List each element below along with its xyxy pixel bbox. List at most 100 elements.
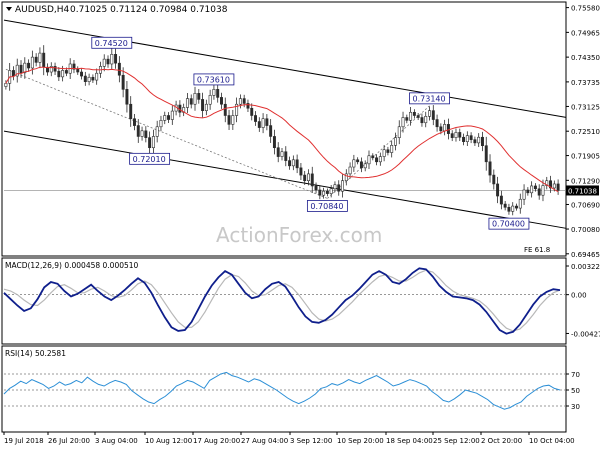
time-tick-label: 3 Sep 12:00 [290,437,332,445]
ma-line [5,66,559,193]
candle-body [515,205,518,209]
candle-body [276,147,280,157]
price-tick-label: 0.71905 [571,153,600,161]
candle-body [280,151,284,157]
rsi-line [3,371,561,410]
dotted-retrace-line [327,105,430,199]
candle-body [140,130,144,137]
candle-body [61,70,65,78]
rsi-lines [3,371,566,410]
candle-body [477,136,481,144]
candle-body [431,110,435,120]
candle-body [246,103,250,109]
candle-body [325,190,329,194]
collapse-triangle-icon[interactable] [6,7,12,11]
candle-body [511,205,515,212]
candle-body [390,144,394,153]
candle-body [549,180,553,189]
time-axis: 19 Jul 2018 26 Jul 20:00 3 Aug 04:00 10 Aug… [3,432,575,445]
candle-body [337,184,341,192]
candle-body [507,206,511,212]
candle-body [27,62,31,69]
price-axis: 0.75580 0.74965 0.74350 0.73735 0.73125 0.725… [4,5,600,259]
candle-body [556,183,560,191]
time-tick-label: 10 Aug 12:00 [145,437,192,445]
candle-body [473,139,477,144]
price-tick-label: 0.72510 [571,128,600,136]
rsi-tick-label: 50 [571,387,580,395]
candle-body [378,156,382,163]
candle-body [344,173,348,182]
candle-body [227,115,231,125]
pivot-label-box [91,36,133,49]
candle-body [424,116,428,124]
candle-body [42,52,46,68]
candle-body [299,167,303,176]
time-tick-label: 27 Aug 04:00 [241,437,288,445]
candle-body [80,71,84,77]
candle-body [23,62,27,74]
candle-body [185,98,189,108]
candle-body [393,137,397,146]
rsi-panel-frame [1,345,567,433]
moving-average [5,66,559,193]
candle-body [170,110,174,120]
candle-body [53,66,57,72]
macd-tick-label: 0.00 [571,292,587,300]
candle-body [416,115,420,118]
macd-lines [3,267,566,335]
candle-body [412,111,416,116]
candle-body [288,160,292,167]
candle-body [272,136,276,149]
candle-body [57,70,61,78]
candle-body [295,159,299,169]
candle-body [204,103,208,111]
candle-body [87,76,91,82]
candle-body [155,126,159,137]
candle-body [136,125,140,137]
candle-body [231,115,235,125]
macd-line [3,267,561,335]
rsi-axis: 70 50 30 [566,371,580,411]
candle-body [144,130,148,138]
candle-body [533,185,537,190]
candle-body [110,54,114,65]
rsi-tick-label: 70 [571,371,580,379]
current-price-label: 0.71038 [568,187,597,195]
time-tick-label: 25 Sep 12:00 [433,437,480,445]
candle-body [261,118,265,128]
candle-body [526,189,530,194]
watermark: ActionForex.com [216,223,382,247]
candle-body [552,183,556,189]
current-price-tag [566,185,599,196]
candle-body [439,126,443,132]
rsi-tick-label: 30 [571,403,580,411]
price-tick-label: 0.70080 [571,226,600,234]
candle-body [322,190,326,196]
candle-body [545,180,549,186]
pivot-label: 0.72010 [133,155,166,164]
candle-body [148,137,152,149]
candle-body [201,99,205,111]
candle-body [363,163,367,169]
candle-body [386,149,390,153]
candle-body [329,188,333,194]
candle-body [72,63,76,70]
candle-body [367,155,371,165]
macd-panel-frame [1,257,567,345]
pivot-label-box [129,152,171,165]
candle-body [117,62,121,76]
candle-body [522,189,526,200]
price-header: AUDUSD,H4 0.71025 0.71124 0.70984 0.7103… [6,5,228,15]
pivot-label-box [488,217,530,230]
pivot-label: 0.73140 [413,94,446,103]
candle-body [480,136,484,147]
candle-body [371,155,375,159]
price-tick-label: 0.73125 [571,103,600,111]
candle-body [254,115,257,122]
price-panel-frame [1,1,567,257]
candles [4,45,560,216]
candle-body [303,174,307,182]
candle-body [462,136,466,142]
